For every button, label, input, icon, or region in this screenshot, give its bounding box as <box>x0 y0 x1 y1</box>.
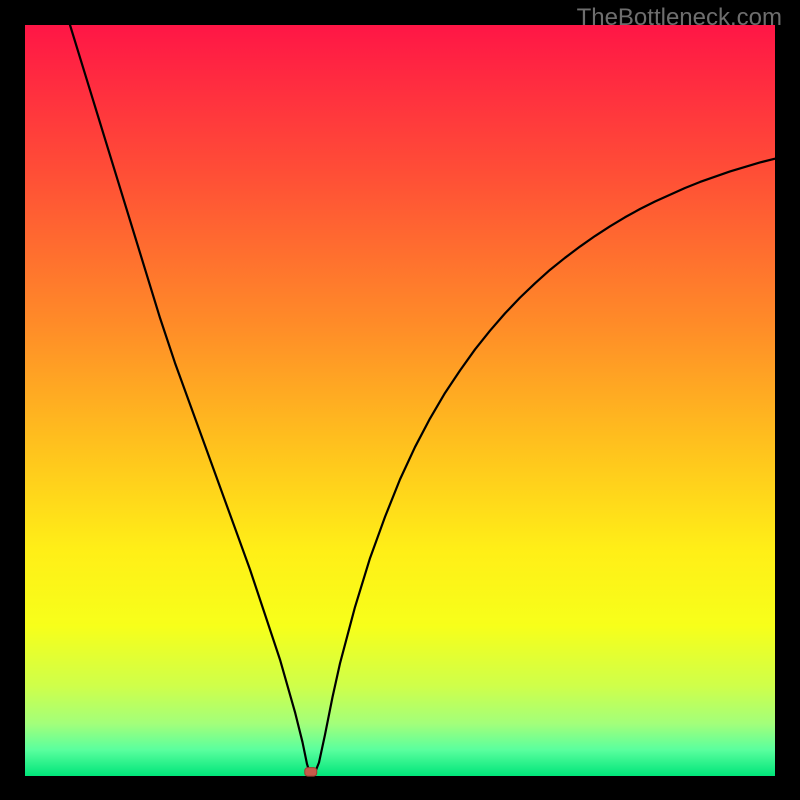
bottleneck-chart <box>0 0 800 800</box>
chart-frame: TheBottleneck.com <box>0 0 800 800</box>
plot-background <box>25 25 775 776</box>
optimum-marker <box>305 768 317 776</box>
watermark-text: TheBottleneck.com <box>577 4 782 32</box>
